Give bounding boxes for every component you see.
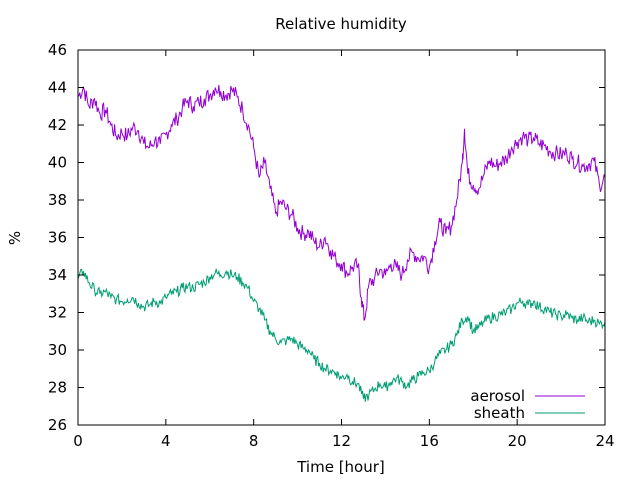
plot-frame	[77, 49, 606, 426]
y-tick-label: 34	[48, 266, 67, 284]
legend-label-aerosol: aerosol	[470, 387, 525, 405]
x-axis-label: Time [hour]	[296, 458, 385, 476]
x-tick-label: 16	[420, 432, 439, 450]
series-line-sheath	[77, 268, 606, 402]
y-tick-label: 40	[48, 154, 67, 172]
series-line-aerosol	[77, 85, 606, 321]
x-tick-label: 8	[249, 432, 259, 450]
x-tick-label: 4	[161, 432, 171, 450]
y-tick-label: 38	[48, 191, 67, 209]
x-tick-label: 24	[595, 432, 614, 450]
y-tick-label: 28	[48, 379, 67, 397]
y-tick-label: 44	[48, 79, 67, 97]
chart-title: Relative humidity	[275, 15, 407, 33]
ticks-layer: 0 4 8 12 16 20 24 26 28 30 32 34 36 38 40 42 44 46	[48, 41, 615, 450]
y-tick-label: 32	[48, 304, 67, 322]
legend: aerosol sheath	[470, 387, 585, 422]
y-tick-label: 42	[48, 116, 67, 134]
series-layer	[77, 85, 606, 402]
y-tick-label: 30	[48, 341, 67, 359]
y-tick-label: 26	[48, 416, 67, 434]
legend-label-sheath: sheath	[474, 404, 525, 422]
y-tick-label: 46	[48, 41, 67, 59]
x-tick-label: 0	[73, 432, 83, 450]
y-tick-label: 36	[48, 229, 67, 247]
y-axis-label: %	[6, 231, 24, 245]
x-tick-label: 12	[332, 432, 351, 450]
x-tick-label: 20	[508, 432, 527, 450]
